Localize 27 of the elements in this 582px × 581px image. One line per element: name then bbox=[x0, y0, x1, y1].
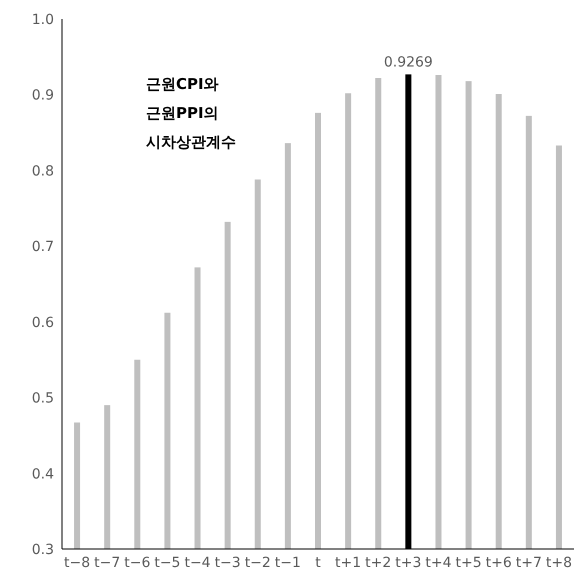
x-tick-label: t bbox=[315, 554, 322, 571]
x-tick-label: t−4 bbox=[184, 554, 211, 571]
y-tick-label: 1.0 bbox=[32, 12, 54, 28]
y-tick-label: 0.4 bbox=[32, 466, 54, 482]
x-tick-label: t+7 bbox=[516, 554, 542, 571]
y-tick-label: 0.6 bbox=[32, 314, 54, 331]
y-tick-label: 0.7 bbox=[32, 239, 54, 256]
x-tick-label: t−6 bbox=[124, 554, 150, 571]
x-tick-label: t+4 bbox=[425, 554, 452, 571]
x-tick-label: t+5 bbox=[456, 554, 482, 571]
x-tick-label: t−3 bbox=[214, 554, 241, 571]
text: 근원CPI와 근원PPI의 시차상관계수 bbox=[146, 74, 236, 153]
y-tick-label: 0.8 bbox=[32, 163, 54, 180]
data-label: 0.9269 bbox=[384, 54, 433, 70]
y-tick-label: 0.5 bbox=[32, 390, 54, 407]
x-tick-label: t+6 bbox=[486, 554, 512, 571]
x-tick-label: t+3 bbox=[395, 554, 422, 571]
y-tick-label: 0.9 bbox=[32, 88, 54, 104]
x-tick-label: t+8 bbox=[546, 554, 572, 571]
x-tick-label: t−1 bbox=[274, 554, 301, 571]
x-tick-label: t−7 bbox=[94, 554, 120, 571]
y-tick-label: 0.3 bbox=[32, 542, 54, 558]
x-tick-label: t−8 bbox=[64, 554, 90, 571]
x-tick-label: t+2 bbox=[365, 554, 392, 571]
x-tick-label: t−2 bbox=[244, 554, 271, 571]
x-tick-label: t−5 bbox=[154, 554, 180, 571]
x-tick-label: t+1 bbox=[335, 554, 362, 571]
